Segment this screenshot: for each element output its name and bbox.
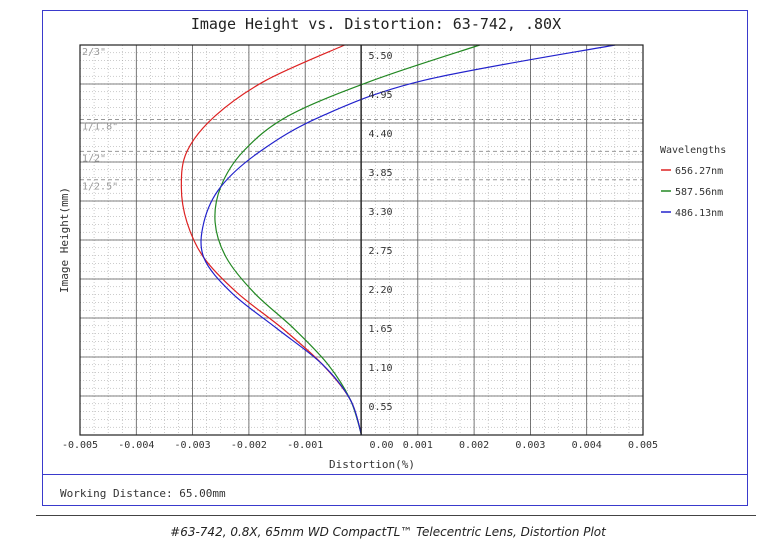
format-marker-label: 2/3" (82, 47, 106, 58)
series-line-2 (200, 44, 615, 436)
x-tick-label: 0.004 (572, 440, 602, 451)
x-tick-label: 0.005 (628, 440, 658, 451)
footer-separator (42, 474, 748, 475)
y-tick-label: 3.85 (369, 168, 393, 179)
y-tick-label: 5.50 (369, 51, 393, 62)
y-tick-label: 3.30 (369, 207, 393, 218)
x-tick-label: 0.002 (459, 440, 489, 451)
x-tick-label: -0.005 (62, 440, 98, 451)
legend: Wavelengths 656.27nm 587.56nm 486.13nm (660, 145, 726, 219)
y-tick-label: 4.95 (369, 90, 393, 101)
legend-entry: 656.27nm (675, 166, 723, 177)
series-lines (180, 44, 615, 436)
y-tick-label: 4.40 (369, 129, 393, 140)
series-line-1 (214, 44, 480, 436)
x-tick-label: -0.003 (175, 440, 211, 451)
y-tick-labels: 0.55 1.10 1.65 2.20 2.75 3.30 3.85 4.40 4.95 5.50 (369, 51, 393, 413)
format-marker-label: 1/2" (82, 153, 106, 164)
format-marker-label: 1/2.5" (82, 182, 118, 193)
y-tick-label: 0.55 (369, 402, 393, 413)
legend-title: Wavelengths (660, 145, 726, 156)
x-tick-label: 0.003 (515, 440, 545, 451)
x-axis-label: Distortion(%) (329, 458, 415, 471)
x-tick-label: 0.001 (403, 440, 433, 451)
working-distance-label: Working Distance: 65.00mm (60, 487, 226, 500)
figure-caption: #63-742, 0.8X, 65mm WD CompactTL™ Telece… (170, 525, 606, 539)
chart-title: Image Height vs. Distortion: 63-742, .80… (191, 15, 561, 33)
x-tick-label: -0.002 (231, 440, 267, 451)
x-tick-labels: -0.005 -0.004 -0.003 -0.002 -0.001 0.00 0.001 0… (62, 440, 658, 451)
chart-frame (42, 10, 748, 506)
y-tick-label: 2.20 (369, 285, 393, 296)
y-tick-label: 2.75 (369, 246, 393, 257)
x-tick-label: -0.001 (287, 440, 323, 451)
y-tick-label: 1.10 (369, 363, 393, 374)
legend-entry: 587.56nm (675, 187, 723, 198)
y-axis-label: Image Height(mm) (58, 187, 71, 293)
x-tick-label: -0.004 (118, 440, 154, 451)
caption-rule (36, 515, 756, 516)
y-tick-label: 1.65 (369, 324, 393, 335)
x-tick-label: 0.00 (370, 440, 394, 451)
legend-entry: 486.13nm (675, 208, 723, 219)
format-marker-label: 1/1.8" (82, 121, 118, 132)
